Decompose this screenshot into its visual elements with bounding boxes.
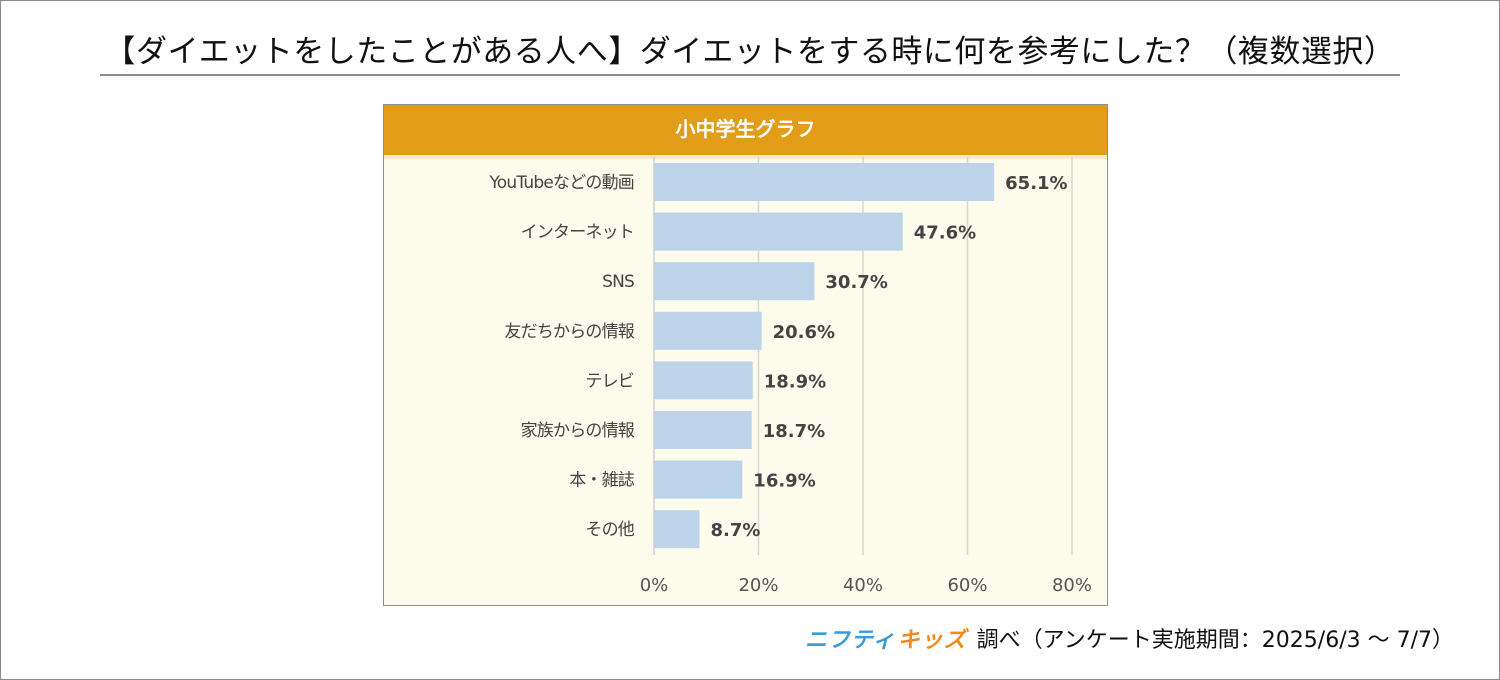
value-label-4: 18.9% xyxy=(764,371,826,392)
value-label-3: 20.6% xyxy=(773,322,835,343)
category-label-3: 友だちからの情報 xyxy=(504,322,634,342)
x-tick-label-60: 60% xyxy=(947,575,987,596)
brand-logo: ニフティ キッズ xyxy=(805,622,967,654)
category-label-6: 本・雑誌 xyxy=(569,471,635,491)
category-label-5: 家族からの情報 xyxy=(521,421,635,441)
x-tick-label-40: 40% xyxy=(843,575,883,596)
chart-header-divider xyxy=(384,155,1107,159)
brand-logo-part1: ニフティ xyxy=(804,628,896,653)
x-tick-label-0: 0% xyxy=(640,575,669,596)
survey-note: 調べ（アンケート実施期間：2025/6/3 ～ 7/7） xyxy=(976,628,1454,653)
chart-title: 小中学生グラフ xyxy=(384,105,1107,155)
bar-5 xyxy=(654,411,752,449)
category-label-1: インターネット xyxy=(521,223,634,243)
title-divider xyxy=(100,74,1400,76)
x-tick-label-20: 20% xyxy=(738,575,778,596)
bar-6 xyxy=(654,460,743,499)
brand-logo-part2: キッズ xyxy=(897,628,967,653)
bar-1 xyxy=(654,212,903,251)
bar-chart: YouTubeなどの動画 65.1% インターネット 47.6% SNS 30.7% 友だち… xyxy=(488,157,1092,596)
page-title: 【ダイエットをしたことがある人へ】ダイエットをする時に何を参考にした？（複数選択… xyxy=(104,34,1396,70)
value-label-0: 65.1% xyxy=(1005,173,1067,194)
value-label-2: 30.7% xyxy=(825,272,887,293)
bar-3 xyxy=(654,311,762,350)
footer: ニフティ キッズ 調べ（アンケート実施期間：2025/6/3 ～ 7/7） xyxy=(805,622,1454,654)
category-label-2: SNS xyxy=(602,272,634,292)
bar-0 xyxy=(654,163,995,201)
category-label-7: その他 xyxy=(585,520,634,540)
value-label-7: 8.7% xyxy=(710,520,760,541)
bar-7 xyxy=(654,510,700,549)
category-label-4: テレビ xyxy=(585,371,634,391)
value-label-6: 16.9% xyxy=(753,471,815,492)
value-label-1: 47.6% xyxy=(914,223,976,244)
category-label-0: YouTubeなどの動画 xyxy=(488,173,634,193)
chart-panel: 小中学生グラフ YouTubeなどの動画 65.1% インターネット 47.6% SNS… xyxy=(383,104,1108,606)
bar-2 xyxy=(654,262,815,301)
value-label-5: 18.7% xyxy=(763,421,825,442)
bar-4 xyxy=(654,361,753,400)
x-tick-label-80: 80% xyxy=(1052,575,1092,596)
